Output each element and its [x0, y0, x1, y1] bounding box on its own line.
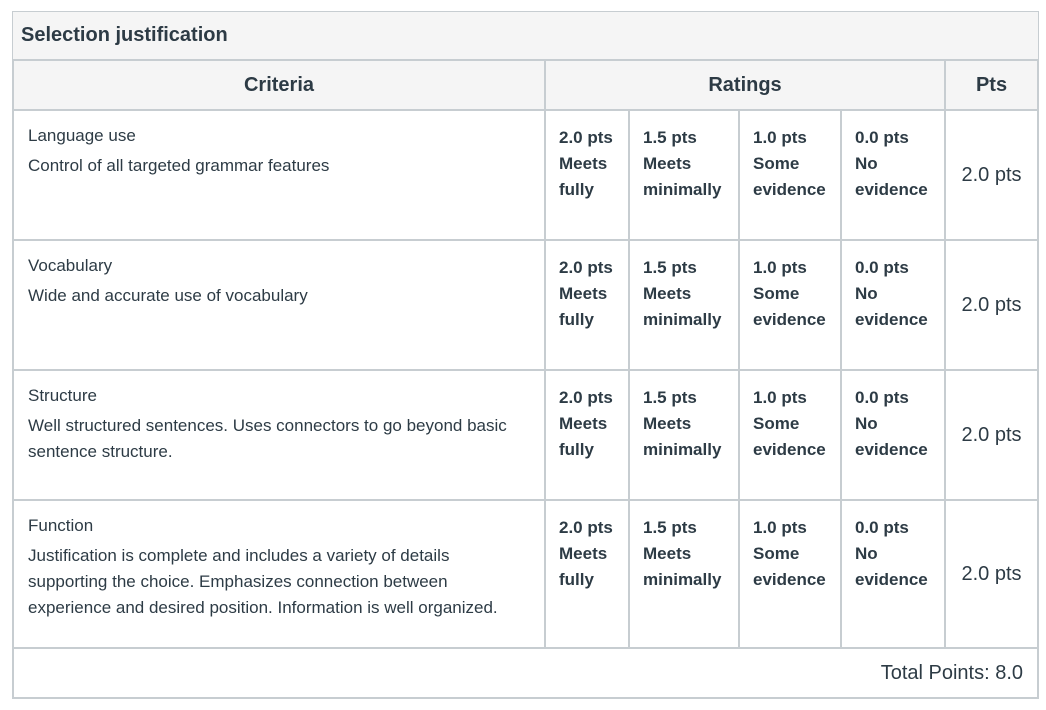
rating-label: No evidence	[855, 154, 928, 199]
criterion-cell: Function Justification is complete and i…	[12, 499, 546, 649]
criterion-points: 2.0 pts	[944, 369, 1040, 501]
ratings-header: Ratings	[543, 59, 947, 111]
criterion-points: 2.0 pts	[944, 109, 1040, 241]
rating-points: 0.0 pts	[855, 258, 909, 277]
criterion-row: Structure Well structured sentences. Use…	[12, 369, 1040, 501]
criterion-points: 2.0 pts	[944, 239, 1040, 371]
rating-label: Meets fully	[559, 154, 608, 199]
rating-label: Some evidence	[753, 154, 826, 199]
rating-points: 1.5 pts	[643, 128, 697, 147]
rating-cell[interactable]: 2.0 pts Meets fully	[544, 239, 630, 371]
criterion-title: Function	[28, 516, 94, 535]
rating-label: Meets fully	[559, 284, 608, 329]
rating-label: Some evidence	[753, 414, 826, 459]
rating-points: 1.0 pts	[753, 388, 807, 407]
criterion-row: Language use Control of all targeted gra…	[12, 109, 1040, 241]
rating-cell[interactable]: 1.0 pts Some evidence	[738, 239, 842, 371]
criterion-title: Vocabulary	[28, 256, 113, 275]
criterion-description: Well structured sentences. Uses connecto…	[28, 416, 507, 461]
rubric-title: Selection justification	[12, 11, 1039, 59]
rating-points: 2.0 pts	[559, 518, 613, 537]
criterion-cell: Vocabulary Wide and accurate use of voca…	[12, 239, 546, 371]
rating-cell[interactable]: 2.0 pts Meets fully	[544, 109, 630, 241]
criterion-row: Function Justification is complete and i…	[12, 499, 1040, 649]
rating-cell[interactable]: 0.0 pts No evidence	[839, 239, 947, 371]
rating-label: No evidence	[855, 284, 928, 329]
rating-cell[interactable]: 1.0 pts Some evidence	[738, 109, 842, 241]
rating-cell[interactable]: 1.5 pts Meets minimally	[628, 499, 740, 649]
rating-label: Meets fully	[559, 414, 608, 459]
rating-cell[interactable]: 1.5 pts Meets minimally	[628, 109, 740, 241]
rating-points: 1.5 pts	[643, 518, 697, 537]
rating-label: Meets minimally	[643, 154, 722, 199]
rating-label: Meets fully	[559, 544, 608, 589]
rating-points: 1.5 pts	[643, 388, 697, 407]
rating-cell[interactable]: 1.0 pts Some evidence	[738, 499, 842, 649]
criterion-row: Vocabulary Wide and accurate use of voca…	[12, 239, 1040, 371]
rating-label: Some evidence	[753, 544, 826, 589]
rating-points: 0.0 pts	[855, 388, 909, 407]
header-row: Criteria Ratings Pts	[12, 59, 1040, 111]
pts-header: Pts	[944, 59, 1040, 111]
criterion-title: Structure	[28, 386, 97, 405]
rating-points: 2.0 pts	[559, 258, 613, 277]
criterion-cell: Language use Control of all targeted gra…	[12, 109, 546, 241]
criterion-title: Language use	[28, 126, 136, 145]
rating-label: Some evidence	[753, 284, 826, 329]
rating-cell[interactable]: 2.0 pts Meets fully	[544, 369, 630, 501]
rating-points: 1.0 pts	[753, 128, 807, 147]
total-row: Total Points: 8.0	[11, 647, 1040, 699]
rating-cell[interactable]: 0.0 pts No evidence	[839, 369, 947, 501]
criterion-points: 2.0 pts	[944, 499, 1040, 649]
criterion-cell: Structure Well structured sentences. Use…	[12, 369, 546, 501]
criterion-description: Wide and accurate use of vocabulary	[28, 286, 308, 305]
rating-points: 2.0 pts	[559, 128, 613, 147]
total-points: Total Points: 8.0	[11, 647, 1040, 699]
rating-points: 1.5 pts	[643, 258, 697, 277]
rating-label: No evidence	[855, 414, 928, 459]
rating-points: 0.0 pts	[855, 128, 909, 147]
rating-points: 1.0 pts	[753, 518, 807, 537]
rating-label: Meets minimally	[643, 284, 722, 329]
criterion-description: Control of all targeted grammar features	[28, 156, 330, 175]
rating-cell[interactable]: 1.0 pts Some evidence	[738, 369, 842, 501]
rating-cell[interactable]: 1.5 pts Meets minimally	[628, 369, 740, 501]
rating-label: No evidence	[855, 544, 928, 589]
rating-cell[interactable]: 0.0 pts No evidence	[839, 109, 947, 241]
criterion-description: Justification is complete and includes a…	[28, 546, 498, 617]
rating-cell[interactable]: 2.0 pts Meets fully	[544, 499, 630, 649]
rating-points: 2.0 pts	[559, 388, 613, 407]
rating-label: Meets minimally	[643, 414, 722, 459]
rating-cell[interactable]: 0.0 pts No evidence	[839, 499, 947, 649]
rating-cell[interactable]: 1.5 pts Meets minimally	[628, 239, 740, 371]
rating-label: Meets minimally	[643, 544, 722, 589]
rubric-panel: Selection justification Criteria Ratings…	[11, 11, 1040, 699]
rubric-table: Criteria Ratings Pts Language use Contro…	[11, 59, 1040, 699]
criteria-header: Criteria	[12, 59, 546, 111]
rating-points: 1.0 pts	[753, 258, 807, 277]
rating-points: 0.0 pts	[855, 518, 909, 537]
